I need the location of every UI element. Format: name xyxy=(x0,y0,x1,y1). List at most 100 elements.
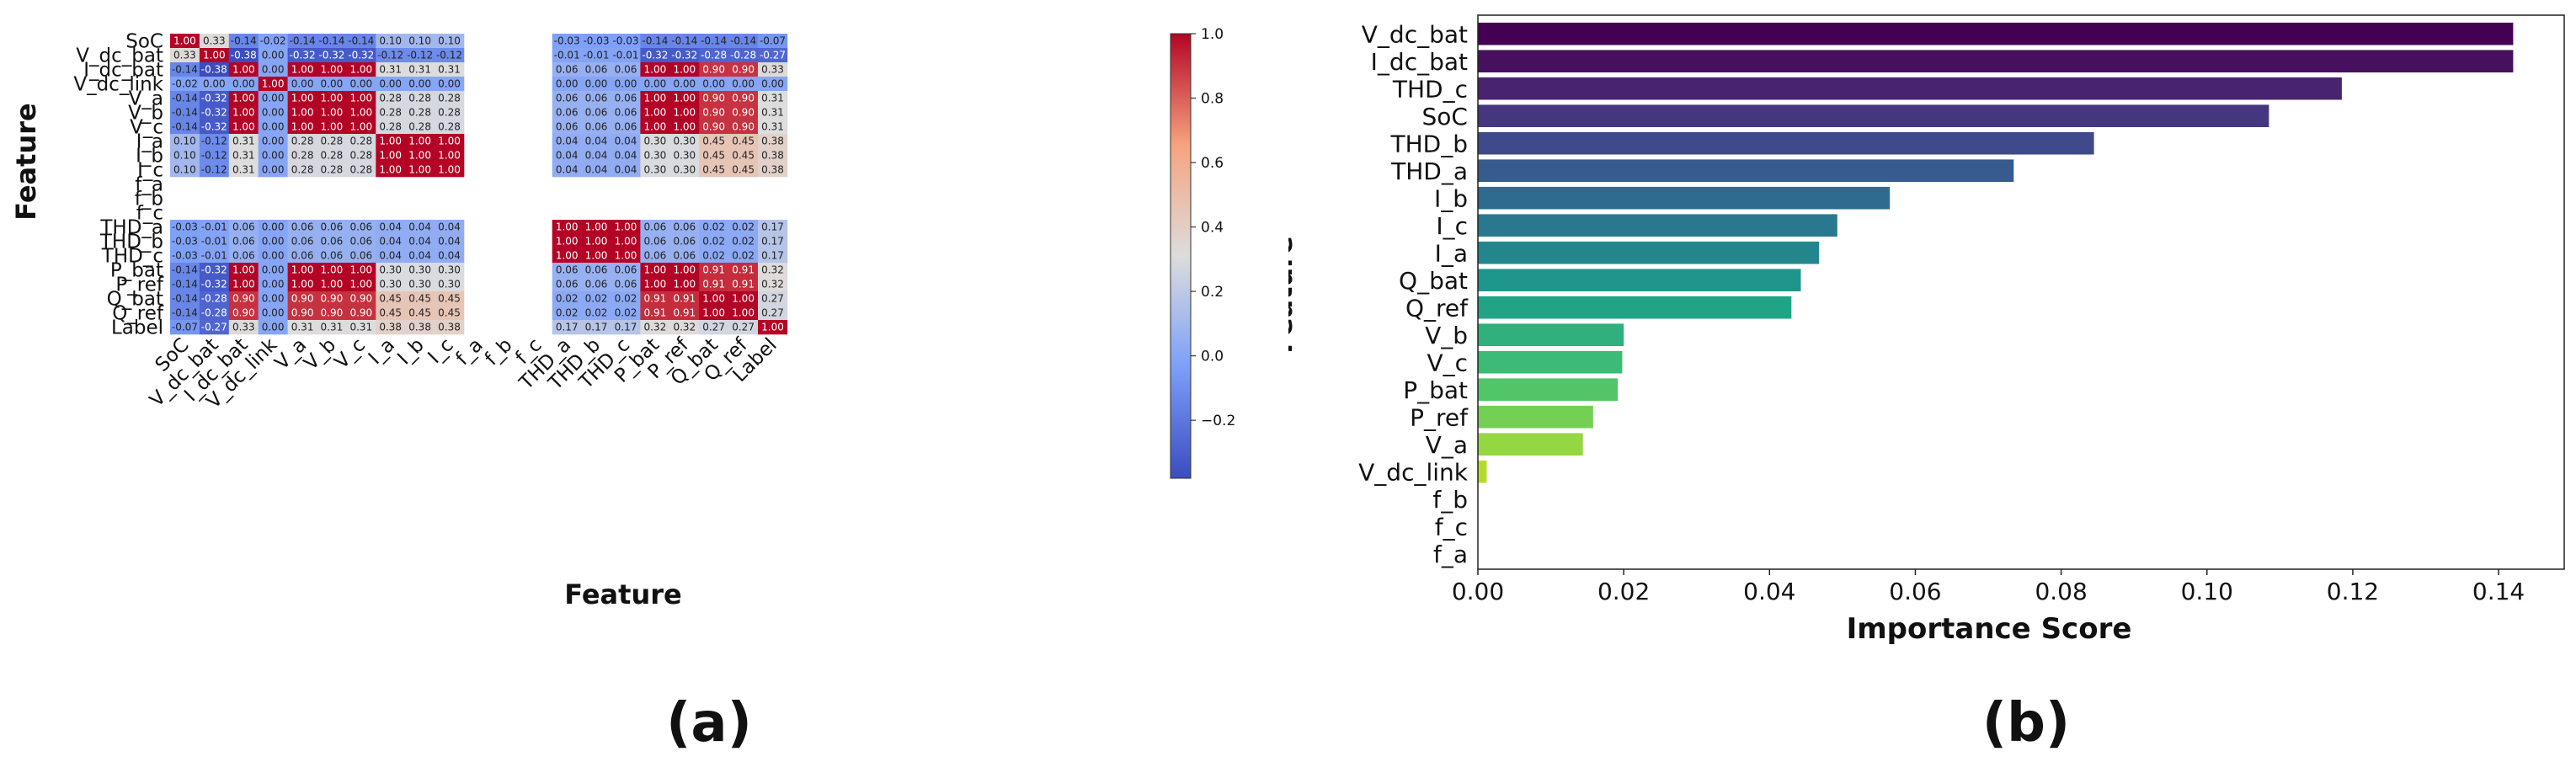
heatmap-cell xyxy=(728,48,759,63)
heatmap-cell-value: -0.32 xyxy=(348,50,374,61)
importance-y-tick-labels: V_dc_batI_dc_batTHD_cSoCTHD_bTHD_aI_bI_c… xyxy=(1358,20,1469,568)
heatmap-cell-value: 0.28 xyxy=(408,121,431,133)
heatmap-cell xyxy=(640,320,670,335)
heatmap-cell xyxy=(317,220,347,235)
heatmap-cell-value: 0.00 xyxy=(262,150,285,162)
heatmap-cell-value: 0.06 xyxy=(585,107,608,119)
heatmap-cell xyxy=(405,34,435,49)
heatmap-cell-value: -0.07 xyxy=(172,322,198,333)
heatmap-cell xyxy=(199,134,230,149)
heatmap-cell xyxy=(728,320,759,335)
heatmap-cell-value: 1.00 xyxy=(321,279,344,290)
heatmap-cell-value: -0.03 xyxy=(172,236,198,248)
importance-bar xyxy=(1478,433,1583,456)
heatmap-cell-value: 0.02 xyxy=(702,236,725,248)
heatmap-cell-value: -0.12 xyxy=(201,164,227,176)
heatmap-cell xyxy=(199,163,230,178)
heatmap-cell-value: 0.00 xyxy=(321,78,344,90)
heatmap-cell xyxy=(287,120,317,135)
importance-bar xyxy=(1478,131,2094,155)
heatmap-cell xyxy=(611,277,641,292)
heatmap-cell-value: -0.12 xyxy=(201,136,227,147)
heatmap-cell-value: 1.00 xyxy=(761,322,784,333)
heatmap-cell-value: 0.00 xyxy=(262,250,285,262)
heatmap-cell xyxy=(728,234,759,249)
heatmap-cell xyxy=(317,120,347,135)
heatmap-cell xyxy=(317,163,347,178)
heatmap-cell-value: 0.30 xyxy=(379,264,402,276)
heatmap-cell-value: 0.00 xyxy=(408,78,431,90)
heatmap-cell-value: 0.06 xyxy=(556,264,579,276)
heatmap-cell xyxy=(669,320,700,335)
heatmap-cell xyxy=(728,263,759,278)
heatmap-cell-value: -0.14 xyxy=(172,293,198,305)
heatmap-cell xyxy=(611,148,641,163)
importance-y-tick-label: V_a xyxy=(1426,431,1468,459)
heatmap-cell xyxy=(287,105,317,120)
heatmap-cell xyxy=(405,277,435,292)
heatmap-cell-value: -0.27 xyxy=(760,50,786,61)
heatmap-cell xyxy=(199,220,230,235)
heatmap-cell-value: -0.14 xyxy=(730,35,756,47)
heatmap-cell-value: 0.30 xyxy=(438,279,461,290)
heatmap-cell xyxy=(405,320,435,335)
heatmap-cell-value: 0.90 xyxy=(732,93,755,104)
heatmap-cell xyxy=(287,134,317,149)
heatmap-cell-value: -0.38 xyxy=(231,50,257,61)
heatmap-cell xyxy=(699,163,729,178)
colorbar-tick-label: 0.2 xyxy=(1201,284,1224,301)
heatmap-cell xyxy=(170,91,200,106)
heatmap-cell xyxy=(346,105,376,120)
heatmap-cell-value: 0.00 xyxy=(232,78,255,90)
heatmap-cell xyxy=(552,320,582,335)
heatmap-cell-value: 1.00 xyxy=(644,107,667,119)
heatmap-cell-value: 0.04 xyxy=(408,236,431,248)
heatmap-cell xyxy=(669,277,700,292)
heatmap-cell xyxy=(170,77,200,92)
heatmap-cell xyxy=(258,234,288,249)
heatmap-cell-value: 1.00 xyxy=(673,279,696,290)
heatmap-cell-value: 0.31 xyxy=(761,107,784,119)
heatmap-cell xyxy=(346,248,376,264)
heatmap-cell-value: 1.00 xyxy=(262,78,285,90)
heatmap-cell-value: 0.00 xyxy=(262,279,285,290)
heatmap-cell-value: 0.04 xyxy=(438,236,461,248)
heatmap-cell-value: 0.27 xyxy=(761,293,784,305)
heatmap-cell-value: -0.14 xyxy=(231,35,257,47)
heatmap-cell-value: -0.12 xyxy=(377,50,403,61)
heatmap-cell-value: 0.00 xyxy=(262,136,285,147)
heatmap-y-tick-label: f_a xyxy=(135,174,163,196)
heatmap-cell-value: 0.30 xyxy=(408,279,431,290)
heatmap-cell xyxy=(346,306,376,321)
heatmap-cell xyxy=(170,134,200,149)
importance-bar xyxy=(1478,186,1891,210)
heatmap-cell xyxy=(228,62,259,77)
heatmap-cell-value: 0.32 xyxy=(673,322,696,333)
heatmap-cell-value: 1.00 xyxy=(673,93,696,104)
heatmap-cell-value: -0.01 xyxy=(201,250,227,262)
heatmap-cell-value: 0.33 xyxy=(203,35,226,47)
heatmap-cell-value: 0.00 xyxy=(438,78,461,90)
heatmap-cell-value: 1.00 xyxy=(438,136,461,147)
heatmap-cell-value: 0.45 xyxy=(702,150,725,162)
heatmap-cell xyxy=(258,248,288,264)
importance-x-tick-label: 0.02 xyxy=(1597,578,1650,605)
heatmap-cell-value: 0.91 xyxy=(702,279,725,290)
heatmap-cell-value: 1.00 xyxy=(291,107,314,119)
heatmap-cell xyxy=(611,48,641,63)
heatmap-x-tick-label: f_b xyxy=(481,334,517,370)
heatmap-cell-value: -0.14 xyxy=(172,279,198,290)
heatmap-cell xyxy=(669,77,700,92)
heatmap-cell xyxy=(611,248,641,264)
heatmap-cell xyxy=(699,62,729,77)
heatmap-cell-value: 0.30 xyxy=(673,150,696,162)
heatmap-cell-value: 1.00 xyxy=(232,107,255,119)
heatmap-cell-value: 1.00 xyxy=(438,164,461,176)
heatmap-cell-value: 0.02 xyxy=(585,307,608,319)
importance-y-tick-label: Q_bat xyxy=(1399,267,1468,295)
colorbar-tick-label: 0.6 xyxy=(1201,155,1224,172)
heatmap-cell xyxy=(640,91,670,106)
heatmap-y-tick-label: V_dc_bat xyxy=(76,45,163,67)
heatmap-cell xyxy=(581,248,611,264)
heatmap-cell-value: 0.00 xyxy=(262,164,285,176)
